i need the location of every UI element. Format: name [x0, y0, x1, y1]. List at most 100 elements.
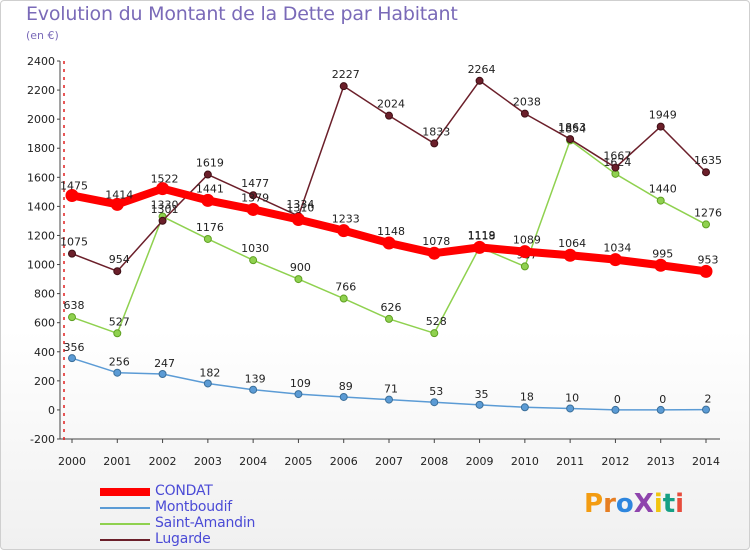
data-point-lugarde [702, 168, 710, 177]
data-point-montboudif [520, 403, 529, 412]
data-point-montboudif [566, 404, 575, 413]
data-label-lugarde: 1477 [241, 177, 269, 190]
y-tick-label: 200 [34, 375, 55, 388]
data-point-montboudif [385, 395, 393, 404]
data-label-condat: 1441 [196, 182, 224, 195]
data-point-saint-amandin [203, 234, 212, 243]
data-point-saint-amandin [294, 275, 303, 284]
y-tick-label: 2200 [27, 84, 55, 97]
data-point-montboudif [113, 368, 122, 377]
data-label-saint-amandin: 638 [64, 299, 85, 312]
data-point-saint-amandin [68, 313, 76, 322]
data-point-condat [518, 245, 532, 259]
chart-subtitle: (en €) [26, 29, 59, 42]
data-label-montboudif: 247 [154, 357, 175, 370]
data-label-montboudif: 35 [475, 388, 489, 401]
data-point-montboudif [475, 400, 484, 409]
data-label-condat: 1522 [151, 173, 179, 186]
data-label-saint-amandin: 527 [109, 315, 130, 328]
data-point-montboudif [294, 390, 303, 399]
y-tick-label: 2400 [27, 55, 55, 68]
data-point-condat [246, 202, 260, 216]
data-label-montboudif: 53 [429, 385, 443, 398]
y-tick-label: 1400 [27, 200, 55, 213]
data-label-condat: 1118 [468, 229, 496, 242]
x-tick-label: 2006 [330, 455, 358, 468]
data-label-saint-amandin: 1276 [694, 206, 722, 219]
y-tick-label: -200 [30, 433, 55, 446]
data-point-montboudif [656, 405, 665, 414]
data-point-saint-amandin [339, 294, 348, 303]
data-point-lugarde [520, 109, 529, 118]
y-tick-label: 1000 [27, 259, 55, 272]
data-label-saint-amandin: 1119 [468, 229, 496, 242]
legend-swatch-montboudif [100, 507, 150, 509]
data-label-condat: 1064 [558, 237, 586, 250]
data-point-condat [608, 253, 622, 267]
data-point-lugarde [113, 267, 122, 276]
data-label-lugarde: 2038 [513, 96, 541, 109]
data-point-montboudif [249, 385, 258, 394]
data-point-condat [65, 188, 79, 202]
data-point-lugarde [68, 249, 76, 258]
data-label-lugarde: 1667 [603, 150, 631, 163]
data-label-lugarde: 2227 [332, 68, 360, 81]
data-label-condat: 995 [652, 247, 673, 260]
legend-label-condat: CONDAT [155, 483, 213, 499]
data-point-condat [156, 182, 170, 196]
legend-label-montboudif: Montboudif [155, 499, 233, 515]
x-tick-label: 2009 [466, 455, 494, 468]
y-tick-label: 2000 [27, 113, 55, 126]
data-point-condat [337, 224, 351, 238]
data-label-lugarde: 1301 [151, 203, 179, 216]
data-label-condat: 1034 [603, 242, 631, 255]
chart-title: Evolution du Montant de la Dette par Hab… [26, 3, 458, 25]
x-tick-label: 2002 [149, 455, 177, 468]
data-label-lugarde: 1863 [558, 121, 586, 134]
data-label-montboudif: 10 [565, 391, 579, 404]
data-point-montboudif [68, 354, 76, 363]
data-point-condat [699, 264, 713, 278]
legend-swatch-lugarde [100, 539, 150, 541]
data-label-saint-amandin: 1440 [649, 183, 677, 196]
data-point-lugarde [339, 82, 348, 91]
data-point-lugarde [249, 191, 258, 200]
x-tick-label: 2000 [58, 455, 86, 468]
data-label-condat: 1379 [241, 191, 269, 204]
data-label-saint-amandin: 1030 [241, 242, 269, 255]
data-point-lugarde [203, 170, 212, 179]
data-point-condat [654, 258, 668, 272]
x-tick-label: 2014 [692, 455, 720, 468]
data-point-lugarde [611, 163, 620, 172]
x-tick-label: 2008 [420, 455, 448, 468]
data-point-saint-amandin [520, 262, 529, 271]
x-tick-label: 2003 [194, 455, 222, 468]
y-tick-label: 400 [34, 346, 55, 359]
y-tick-label: 600 [34, 317, 55, 330]
x-tick-label: 2005 [284, 455, 312, 468]
y-tick-label: 1800 [27, 142, 55, 155]
data-point-montboudif [158, 370, 167, 379]
legend-label-saint-amandin: Saint-Amandin [155, 515, 256, 531]
data-label-montboudif: 356 [64, 341, 85, 354]
data-point-condat [201, 193, 215, 207]
data-label-saint-amandin: 528 [426, 315, 447, 328]
data-point-lugarde [656, 122, 665, 131]
data-label-lugarde: 954 [109, 253, 130, 266]
x-tick-label: 2001 [103, 455, 131, 468]
data-label-lugarde: 1334 [286, 198, 314, 211]
y-tick-label: 0 [48, 404, 55, 417]
data-point-condat [473, 240, 487, 254]
data-label-saint-amandin: 626 [381, 301, 402, 314]
data-point-saint-amandin [249, 256, 258, 265]
data-label-montboudif: 182 [199, 366, 220, 379]
legend-swatch-saint-amandin [100, 523, 150, 525]
data-label-lugarde: 1949 [649, 109, 677, 122]
data-label-montboudif: 256 [109, 356, 130, 369]
legend-label-lugarde: Lugarde [155, 531, 211, 547]
data-label-lugarde: 1833 [422, 125, 450, 138]
data-label-saint-amandin: 766 [335, 281, 356, 294]
data-label-lugarde: 2024 [377, 98, 405, 111]
